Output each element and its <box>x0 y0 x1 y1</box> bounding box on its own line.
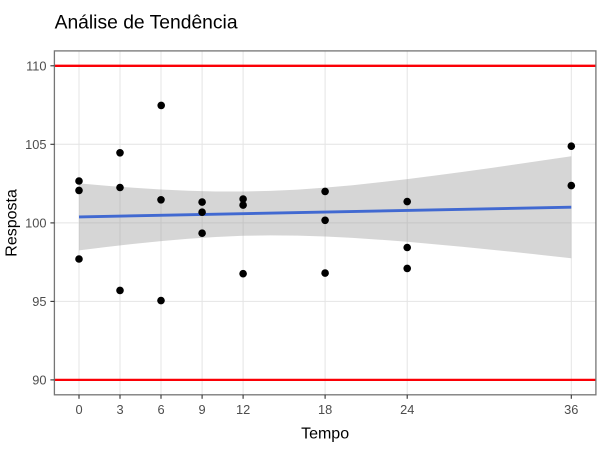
svg-text:Análise de Tendência: Análise de Tendência <box>55 12 238 33</box>
svg-text:Tempo: Tempo <box>301 425 349 442</box>
svg-text:90: 90 <box>32 373 46 388</box>
svg-text:24: 24 <box>400 402 414 417</box>
svg-text:Resposta: Resposta <box>4 189 21 257</box>
svg-text:6: 6 <box>157 402 164 417</box>
svg-text:3: 3 <box>116 402 123 417</box>
svg-text:36: 36 <box>564 402 578 417</box>
svg-text:110: 110 <box>26 59 46 74</box>
svg-text:9: 9 <box>199 402 206 417</box>
svg-text:105: 105 <box>25 137 46 152</box>
svg-text:100: 100 <box>25 216 46 231</box>
svg-text:0: 0 <box>75 402 82 417</box>
svg-text:12: 12 <box>236 402 250 417</box>
svg-text:95: 95 <box>32 294 46 309</box>
svg-text:18: 18 <box>318 402 332 417</box>
